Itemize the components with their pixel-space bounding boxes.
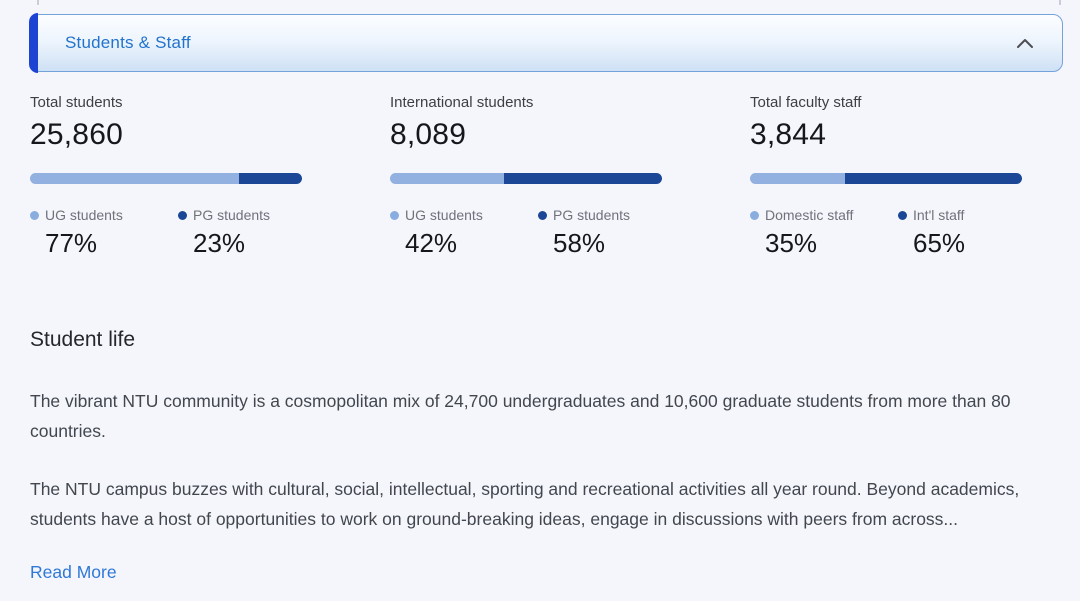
legend-label: UG students — [45, 207, 123, 223]
stats-row: Total students 25,860 UG students 77% PG… — [30, 94, 1050, 259]
legend-percentage: 58% — [553, 228, 606, 258]
student-life-section: Student life The vibrant NTU community i… — [30, 328, 1052, 583]
legend-label: PG students — [193, 207, 271, 223]
stat-card-total-students: Total students 25,860 UG students 77% PG… — [30, 94, 302, 259]
stat-value: 25,860 — [30, 118, 123, 151]
legend-item: UG students 77% — [30, 207, 178, 259]
legend: UG students 77% PG students 23% — [30, 207, 302, 259]
section-paragraph-2: The NTU campus buzzes with cultural, soc… — [30, 479, 1020, 529]
chevron-up-icon[interactable] — [1016, 37, 1034, 49]
legend-dot-dark-icon — [538, 210, 547, 220]
stat-card-faculty-staff: Total faculty staff 3,844 Domestic staff… — [750, 94, 1022, 259]
legend-dot-light-icon — [390, 210, 399, 220]
legend: Domestic staff 35% Int'l staff 65% — [750, 207, 1022, 259]
legend-label: Domestic staff — [765, 207, 854, 223]
split-bar-dark-segment — [239, 173, 302, 184]
legend-percentage: 23% — [193, 228, 246, 258]
stat-label: International students — [390, 94, 534, 111]
legend-percentage: 77% — [45, 228, 98, 258]
legend-label: UG students — [405, 207, 483, 223]
stat-value: 8,089 — [390, 118, 467, 151]
stat-label: Total faculty staff — [750, 94, 862, 111]
split-bar-dark-segment — [504, 173, 662, 184]
legend-item: Int'l staff 65% — [898, 207, 1046, 259]
legend: UG students 42% PG students 58% — [390, 207, 662, 259]
legend-percentage: 35% — [765, 228, 818, 258]
legend-dot-light-icon — [750, 210, 759, 220]
legend-label: PG students — [553, 207, 631, 223]
section-paragraph-1: The vibrant NTU community is a cosmopoli… — [30, 391, 1011, 441]
legend-item: PG students 58% — [538, 207, 686, 259]
accordion-students-staff[interactable]: Students & Staff — [29, 13, 1063, 73]
section-heading: Student life — [30, 328, 136, 351]
legend-percentage: 42% — [405, 228, 458, 258]
previous-panel-edge — [37, 0, 1061, 5]
split-bar — [390, 173, 662, 184]
stat-card-international-students: International students 8,089 UG students… — [390, 94, 662, 259]
read-more-link[interactable]: Read More — [30, 562, 117, 582]
legend-dot-dark-icon — [178, 210, 187, 220]
legend-dot-dark-icon — [898, 210, 907, 220]
split-bar — [750, 173, 1022, 184]
split-bar — [30, 173, 302, 184]
legend-item: PG students 23% — [178, 207, 326, 259]
split-bar-dark-segment — [845, 173, 1022, 184]
stat-value: 3,844 — [750, 118, 827, 151]
legend-item: UG students 42% — [390, 207, 538, 259]
legend-dot-light-icon — [30, 210, 39, 220]
accordion-title: Students & Staff — [65, 33, 191, 52]
legend-label: Int'l staff — [913, 207, 965, 223]
stat-label: Total students — [30, 94, 123, 111]
legend-item: Domestic staff 35% — [750, 207, 898, 259]
accordion-accent-bar — [29, 13, 38, 73]
legend-percentage: 65% — [913, 228, 966, 258]
